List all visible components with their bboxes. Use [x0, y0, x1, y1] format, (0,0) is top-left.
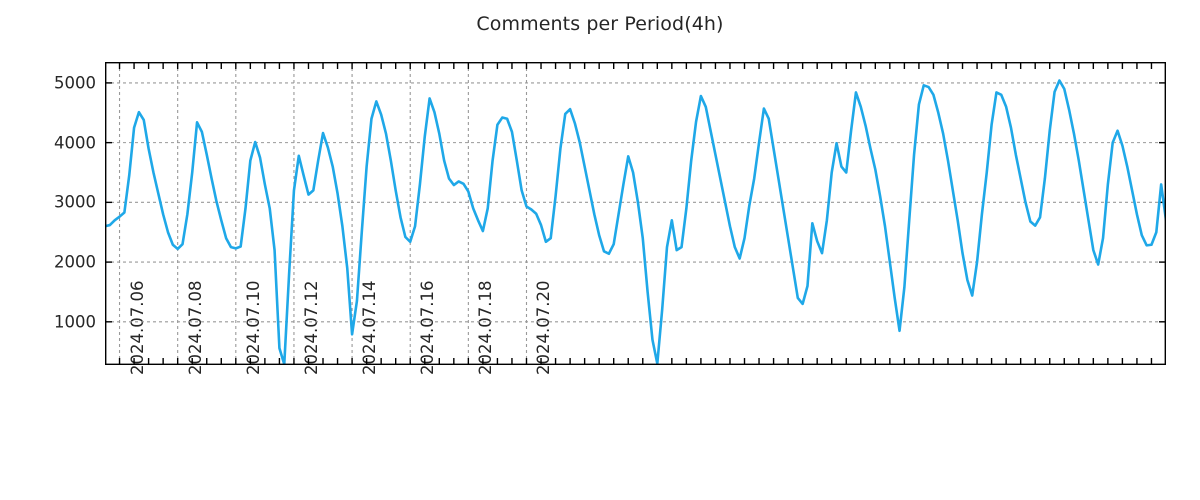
- y-tick-label: 3000: [54, 192, 96, 212]
- data-line-series: [105, 79, 1166, 365]
- plot-area: [105, 62, 1166, 365]
- chart-title: Comments per Period(4h): [476, 13, 724, 35]
- y-tick-label: 1000: [54, 312, 96, 332]
- y-axis-tick-labels: 1000 2000 3000 4000 5000: [0, 0, 96, 500]
- y-tick-label: 5000: [54, 73, 96, 93]
- plot-svg: [105, 62, 1166, 365]
- y-tick-label: 4000: [54, 133, 96, 153]
- y-tick-label: 2000: [54, 252, 96, 272]
- plot-frame: [105, 62, 1166, 365]
